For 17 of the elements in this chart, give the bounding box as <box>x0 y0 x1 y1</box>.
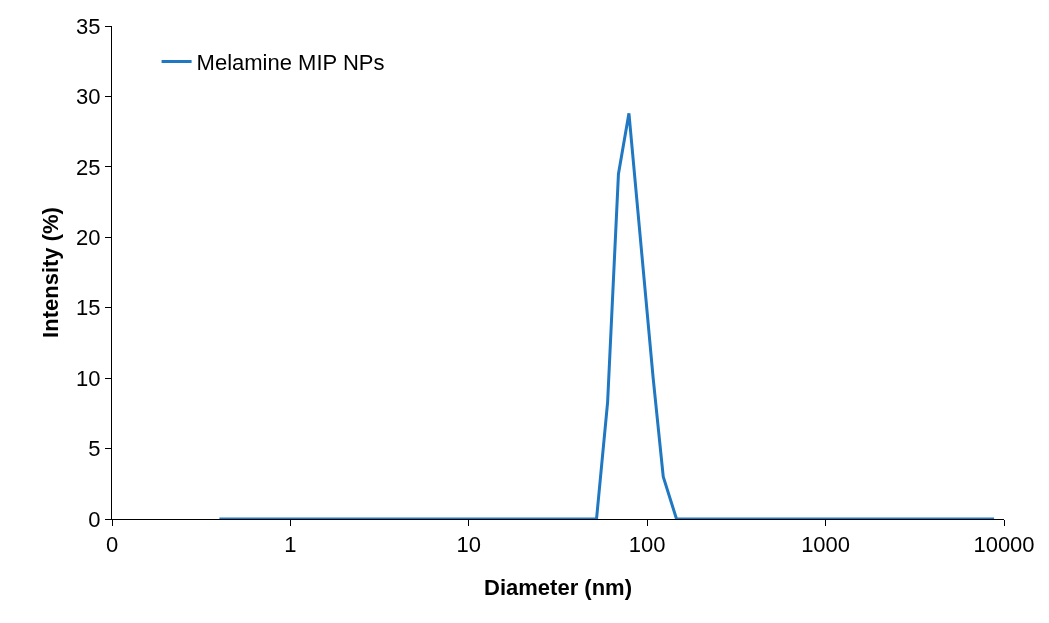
y-tick-label: 20 <box>76 224 101 250</box>
y-tick-label: 0 <box>88 506 101 532</box>
x-tick-label: 100 <box>628 532 666 558</box>
x-tick-label: 1 <box>284 532 297 558</box>
y-tick-label: 5 <box>88 436 101 462</box>
y-tick-label: 25 <box>76 154 101 180</box>
x-tick-label: 0 <box>105 532 119 558</box>
legend-label: Melamine MIP NPs <box>196 50 385 76</box>
y-tick-label: 10 <box>76 365 101 391</box>
y-tick-label: 30 <box>76 84 101 110</box>
y-tick-label: 35 <box>76 13 101 39</box>
x-tick-label: 10000 <box>973 532 1035 558</box>
x-axis-title: Diameter (nm) <box>484 575 632 600</box>
y-axis-title: Intensity (%) <box>38 207 63 338</box>
y-tick-label: 15 <box>76 295 101 321</box>
x-tick-label: 10 <box>456 532 482 558</box>
x-tick-label: 1000 <box>801 532 851 558</box>
